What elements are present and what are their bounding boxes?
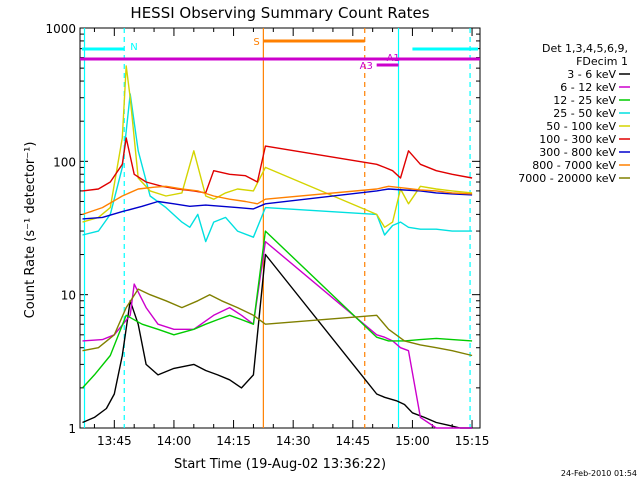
y-tick-label: 1000 xyxy=(45,22,76,36)
series-line-4 xyxy=(82,93,473,243)
x-tick-label: 13:45 xyxy=(97,434,132,448)
plot-area: 1 10 100 1000 13:45 14:00 14:15 14:30 14:45 15:00… xyxy=(45,22,489,448)
chart-title: HESSI Observing Summary Count Rates xyxy=(130,4,429,22)
x-axis-label: Start Time (19-Aug-02 13:36:22) xyxy=(174,457,386,472)
series-line-5 xyxy=(82,65,473,229)
date-stamp: 24-Feb-2010 01:54 xyxy=(561,469,637,478)
x-tick-label: 14:30 xyxy=(276,434,311,448)
legend-header: Det 1,3,4,5,6,9, xyxy=(542,42,628,55)
legend-label: 50 - 100 keV xyxy=(546,120,616,133)
series-line-6 xyxy=(82,137,473,194)
plot-frame xyxy=(79,27,481,429)
legend-label: 12 - 25 keV xyxy=(553,94,616,107)
y-tick-label: 10 xyxy=(61,289,76,303)
legend-label: 100 - 300 keV xyxy=(539,133,616,146)
x-tick-label: 15:15 xyxy=(455,434,490,448)
x-tick-label: 14:15 xyxy=(216,434,251,448)
legend-label: 7000 - 20000 keV xyxy=(518,172,616,185)
legend-label: 800 - 7000 keV xyxy=(532,159,616,172)
x-tick-label: 14:45 xyxy=(336,434,371,448)
annotation-label-s: S xyxy=(253,37,259,48)
legend-label: 25 - 50 keV xyxy=(553,107,616,120)
series-line-8 xyxy=(82,185,473,216)
legend-label: 3 - 6 keV xyxy=(567,68,616,81)
annotation-label-n: N xyxy=(130,42,137,53)
series-line-7 xyxy=(82,188,473,220)
series-line-2 xyxy=(82,240,473,429)
annotation-label-a3: A3 xyxy=(360,61,373,72)
x-tick-label: 14:00 xyxy=(157,434,192,448)
legend-label: 300 - 800 keV xyxy=(539,146,616,159)
annotation-label-a1: A1 xyxy=(387,53,400,64)
y-tick-label: 100 xyxy=(53,155,76,169)
legend-header: FDecim 1 xyxy=(576,55,628,68)
y-axis-label: Count Rate (s⁻¹ detector⁻¹) xyxy=(23,142,38,319)
legend-label: 6 - 12 keV xyxy=(560,81,616,94)
series-line-9 xyxy=(82,288,473,357)
series-line-3 xyxy=(81,230,473,389)
series-line-1 xyxy=(82,253,473,429)
x-tick-label: 15:00 xyxy=(395,434,430,448)
y-tick-label: 1 xyxy=(68,422,76,436)
